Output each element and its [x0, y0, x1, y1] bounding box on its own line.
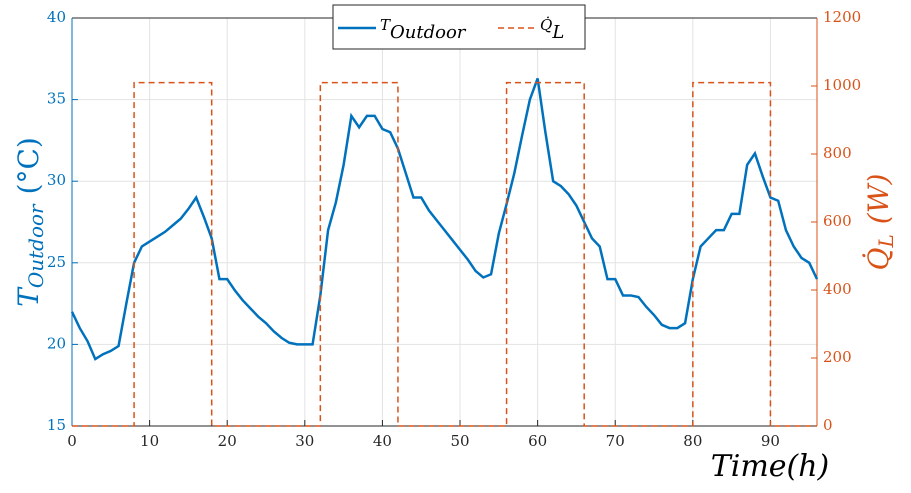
legend-label: Q̇L [540, 16, 564, 43]
y2-axis-label: Q̇L (W) [861, 174, 897, 271]
y-label-unit: (°C) [12, 137, 45, 194]
y-tick-label: 25 [47, 253, 66, 271]
y2-tick-label: 800 [823, 144, 852, 162]
y2-label-sub: L [874, 234, 898, 248]
y-tick-label: 40 [47, 8, 66, 26]
y-tick-label: 15 [47, 416, 66, 434]
legend-subscript: Outdoor [390, 22, 467, 43]
series-line [72, 81, 817, 427]
x-tick-label: 80 [683, 432, 702, 450]
x-tick-label: 20 [218, 432, 237, 450]
legend-subscript: L [551, 22, 564, 43]
legend-name: Q̇ [540, 16, 552, 34]
x-tick-label: 30 [295, 432, 314, 450]
x-tick-label: 70 [606, 432, 625, 450]
y-tick-label: 20 [47, 334, 66, 352]
legend-name: T [380, 16, 391, 34]
legend-label: TOutdoor [380, 16, 467, 43]
x-tick-label: 10 [140, 432, 159, 450]
y2-tick-label: 1000 [823, 76, 861, 94]
y2-tick-label: 0 [823, 416, 833, 434]
y2-tick-label: 400 [823, 280, 852, 298]
x-tick-label: 40 [373, 432, 392, 450]
y-label-main: T [12, 286, 45, 307]
y2-tick-label: 200 [823, 348, 852, 366]
y2-tick-label: 600 [823, 212, 852, 230]
y-axis-label: TOutdoor (°C) [12, 137, 48, 307]
x-axis-label: Time(h) [711, 449, 830, 484]
x-tick-label: 50 [450, 432, 469, 450]
x-tick-label: 0 [67, 432, 77, 450]
y-tick-label: 30 [47, 171, 66, 189]
y2-label-unit: (W) [862, 174, 895, 225]
y-tick-label: 35 [47, 90, 66, 108]
y-label-sub: Outdoor [24, 203, 48, 288]
series-line [70, 77, 819, 361]
legend: TOutdoor Q̇L [332, 4, 586, 50]
x-tick-label: 60 [528, 432, 547, 450]
y2-label-main: Q̇ [861, 247, 894, 270]
y2-tick-label: 1200 [823, 8, 861, 26]
x-tick-label: 90 [761, 432, 780, 450]
